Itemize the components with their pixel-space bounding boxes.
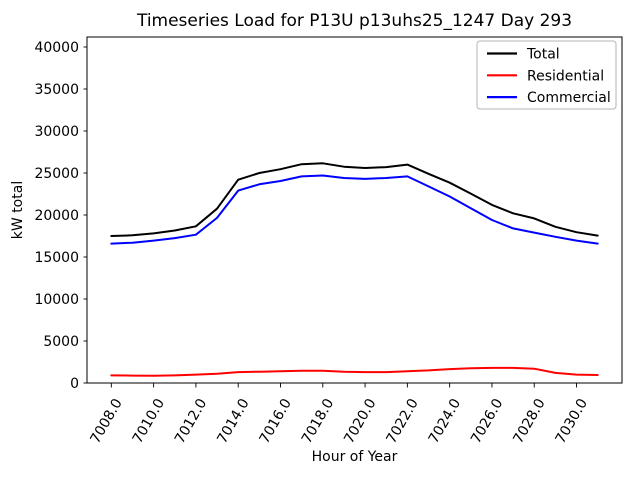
x-tick-label: 7020.0 bbox=[341, 396, 379, 446]
x-tick-label: 7018.0 bbox=[299, 396, 337, 446]
legend-label-commercial: Commercial bbox=[527, 90, 611, 106]
x-tick-label: 7022.0 bbox=[383, 396, 421, 446]
y-tick-label: 30000 bbox=[34, 124, 79, 140]
x-tick-label: 7026.0 bbox=[468, 396, 506, 446]
y-tick-label: 0 bbox=[70, 376, 79, 392]
x-axis-label: Hour of Year bbox=[312, 449, 398, 465]
series-line-commercial bbox=[110, 174, 599, 245]
y-tick-label: 5000 bbox=[43, 334, 79, 350]
legend-label-total: Total bbox=[526, 47, 560, 63]
chart-title: Timeseries Load for P13U p13uhs25_1247 D… bbox=[136, 11, 572, 31]
axes-spines bbox=[86, 36, 623, 384]
y-axis-label: kW total bbox=[10, 181, 26, 239]
series-line-residential bbox=[110, 366, 599, 377]
legend: Total Residential Commercial bbox=[476, 40, 617, 110]
x-tick-label: 7010.0 bbox=[130, 396, 168, 446]
x-tick-label: 7028.0 bbox=[510, 396, 548, 446]
y-tick-label: 25000 bbox=[34, 166, 79, 182]
legend-label-residential: Residential bbox=[527, 68, 604, 84]
x-tick-label: 7024.0 bbox=[426, 396, 464, 446]
legend-box bbox=[476, 40, 617, 110]
x-tick-label: 7030.0 bbox=[553, 396, 591, 446]
y-tick-label: 35000 bbox=[34, 82, 79, 98]
y-tick-label: 40000 bbox=[34, 40, 79, 56]
y-tick-label: 10000 bbox=[34, 292, 79, 308]
series-line-total bbox=[110, 162, 599, 237]
y-tick-label: 20000 bbox=[34, 208, 79, 224]
x-tick-label: 7008.0 bbox=[87, 396, 125, 446]
y-tick-label: 15000 bbox=[34, 250, 79, 266]
x-tick-label: 7012.0 bbox=[172, 396, 210, 446]
x-tick-label: 7016.0 bbox=[257, 396, 295, 446]
x-tick-label: 7014.0 bbox=[214, 396, 252, 446]
